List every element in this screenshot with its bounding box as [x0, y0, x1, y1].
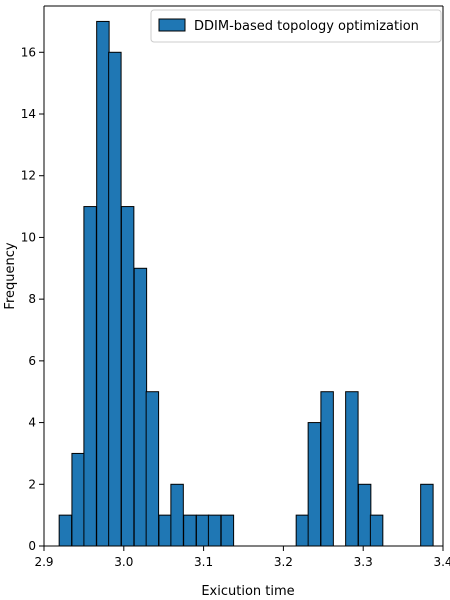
x-axis-label: Exicution time — [201, 584, 294, 599]
y-tick-label: 16 — [21, 45, 36, 59]
y-tick-label: 0 — [28, 539, 36, 553]
histogram-bar-18 — [357, 483, 372, 547]
histogram-bar-8 — [158, 514, 172, 547]
y-tick-label: 10 — [21, 230, 36, 244]
legend: DDIM-based topology optimization — [150, 9, 442, 43]
x-tick-label: 3.2 — [274, 555, 293, 569]
legend-swatch — [158, 18, 186, 32]
histogram-bar-11 — [195, 514, 210, 547]
bars-layer — [58, 20, 434, 547]
histogram-bar-0 — [58, 514, 73, 547]
histogram-bar-12 — [207, 514, 222, 547]
histogram-bar-20 — [420, 483, 434, 547]
histogram-bar-19 — [369, 514, 384, 547]
y-tick-label: 4 — [28, 416, 36, 430]
y-axis-label: Frequency — [3, 242, 18, 309]
histogram-bar-4 — [108, 51, 122, 547]
y-tick-label: 6 — [28, 354, 36, 368]
x-tick-label: 3.4 — [433, 555, 450, 569]
histogram-bar-13 — [220, 514, 235, 547]
histogram-bar-14 — [295, 514, 310, 547]
histogram-bar-16 — [320, 391, 334, 547]
y-tick-label: 2 — [28, 477, 36, 491]
histogram-bar-2 — [83, 206, 97, 547]
x-tick-label: 3.1 — [194, 555, 213, 569]
axes-frame — [43, 5, 444, 547]
histogram-bar-6 — [133, 267, 148, 547]
histogram-bar-7 — [145, 391, 160, 547]
histogram-bar-17 — [345, 391, 359, 547]
x-tick-label: 3.0 — [114, 555, 133, 569]
legend-box — [150, 9, 442, 43]
histogram-bar-5 — [120, 206, 135, 547]
ticks-layer: 2.9 3.0 3.1 3.2 3.3 3.4 0 2 4 6 8 10 12 14 16 — [21, 45, 450, 569]
histogram-bar-10 — [183, 514, 197, 547]
x-tick-label: 3.3 — [354, 555, 373, 569]
histogram-bar-1 — [71, 452, 85, 547]
y-tick-label: 8 — [28, 292, 36, 306]
y-tick-label: 12 — [21, 169, 36, 183]
legend-label: DDIM-based topology optimization — [194, 19, 419, 34]
histogram-bar-3 — [96, 20, 110, 547]
y-tick-label: 14 — [21, 107, 36, 121]
histogram-bar-15 — [307, 422, 322, 547]
x-tick-label: 2.9 — [34, 555, 53, 569]
histogram-bar-9 — [170, 483, 184, 547]
